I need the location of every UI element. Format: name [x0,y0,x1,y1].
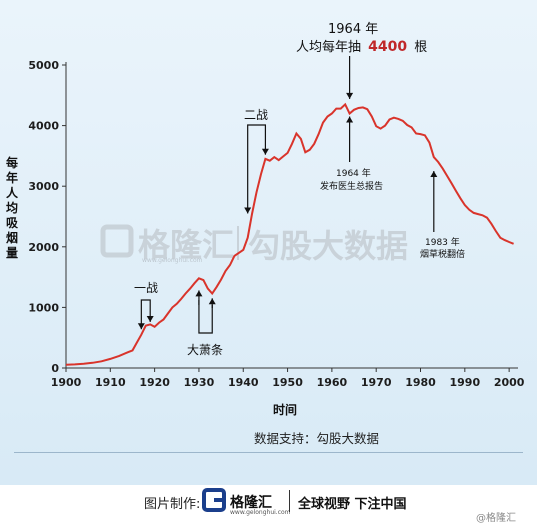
x-tick-label: 1940 [228,376,259,389]
depression-bracket [198,300,213,334]
chart-background [0,0,537,485]
footer-handle: @格隆汇 [476,513,516,524]
x-tick-label: 1970 [361,376,392,389]
footer-background [0,485,537,528]
ww2-bracket [247,124,267,190]
ww2-arrow-end-head [261,148,269,155]
series-line-per-capita-cigarettes [65,102,514,366]
ww1-bracket [140,299,151,312]
annotation-depression: 大萧条 [187,343,223,357]
y-tick-label: 2000 [28,241,59,254]
y-tick-label: 0 [51,362,59,375]
watermark-brand: 格隆汇 [138,226,234,264]
annotation-peak-suffix: 根 [414,40,427,55]
x-tick-label: 1910 [95,376,126,389]
y-tick-label: 3000 [28,180,59,193]
y-tick-label: 1000 [28,301,59,314]
annotation-peak-prefix: 人均每年抽 [296,39,361,55]
footer-label: 图片制作: [144,497,201,512]
y-axis-label: 每年人均吸烟量 [6,156,19,260]
x-tick-label: 1980 [405,376,436,389]
x-tick-label: 1960 [317,376,348,389]
tax-arrow-head [430,171,438,178]
watermark: 格隆汇 www.gelonghui.com 勾股大数据 [100,224,408,265]
x-tick-label: 1950 [272,376,303,389]
annotation-arrows [137,56,438,334]
peak-arrow-head [346,92,354,99]
axes: 0 1000 2000 3000 4000 5000 1900 1910 1920 1930 194… [28,59,524,389]
annotation-peak-line: 人均每年抽 4400 根 [296,39,427,55]
footer-separator [289,490,290,512]
data-source: 数据支持：勾股大数据 [254,431,380,446]
x-axis-label: 时间 [273,402,297,417]
depression-arrow-end-head [208,298,216,305]
watermark-partner: 勾股大数据 [248,227,408,265]
ww1-arrow-down-head [137,323,145,330]
annotation-peak-year: 1964 年 [328,22,378,37]
annotation-ww2: 二战 [244,108,268,122]
watermark-domain: www.gelonghui.com [142,257,203,264]
report-arrow-head [346,116,354,123]
ww2-arrow-start-head [244,207,252,214]
annotation-tax-year: 1983 年 [425,236,460,248]
x-tick-label: 1930 [184,376,215,389]
x-tick-label: 1990 [450,376,481,389]
gelonghui-logo-icon [202,488,226,512]
footer-slogan: 全球视野 下注中国 [298,497,407,512]
divider-line [14,452,523,453]
x-tick-label: 1900 [51,376,82,389]
annotation-ww1: 一战 [134,281,158,295]
watermark-logo-icon [100,224,134,258]
annotation-peak-value: 4400 [368,39,407,55]
annotation-tax-text: 烟草税翻倍 [420,248,465,260]
x-tick-label: 1920 [139,376,170,389]
footer-domain: www.gelonghui.com [230,509,291,516]
y-tick-label: 4000 [28,120,59,133]
ww1-arrow-end-head [146,315,154,322]
y-tick-label: 5000 [28,59,59,72]
line-chart: 格隆汇 www.gelonghui.com 勾股大数据 0 1000 2000 300… [28,22,524,417]
footer-brand: 格隆汇 [230,495,272,511]
annotation-report-year: 1964 年 [336,167,371,179]
depression-arrow-start-head [195,290,203,297]
x-tick-label: 2000 [494,376,525,389]
annotation-report-text: 发布医生总报告 [320,180,383,192]
